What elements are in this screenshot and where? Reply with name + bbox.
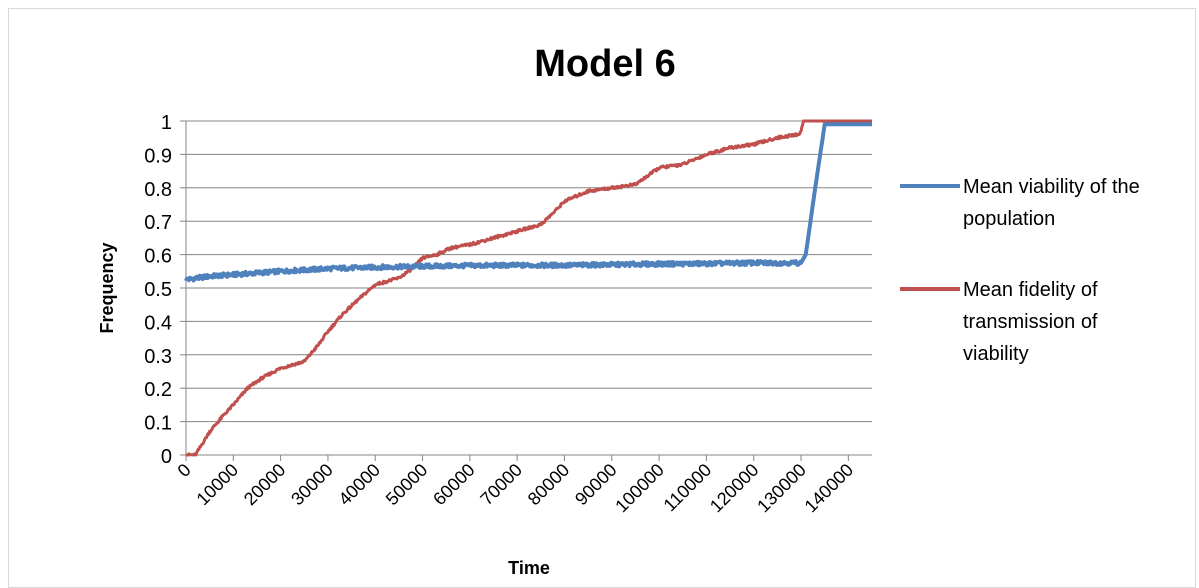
- x-tick-label: 30000: [287, 460, 337, 510]
- x-tick-label: 50000: [382, 460, 432, 510]
- legend-text-line: Mean fidelity of: [963, 279, 1098, 301]
- x-axis-label: Time: [508, 558, 550, 578]
- legend-text-line: Mean viability of the: [963, 176, 1140, 198]
- x-tick-label: 110000: [660, 460, 716, 516]
- y-tick-label: 0: [161, 446, 172, 468]
- axes: [180, 120, 872, 461]
- y-tick-label: 0.9: [144, 145, 172, 167]
- y-tick-label: 0.8: [144, 179, 172, 201]
- x-tick-label: 60000: [429, 460, 479, 510]
- legend-text-line: transmission of: [963, 311, 1098, 333]
- x-tick-label: 0: [174, 460, 195, 481]
- gridlines: [186, 120, 872, 456]
- x-tick-label: 140000: [801, 460, 858, 517]
- x-tick-label: 40000: [335, 460, 385, 510]
- series-line-viability: [184, 122, 874, 283]
- x-tick-label: 100000: [611, 460, 668, 517]
- legend-entry: Mean viability of the population: [963, 176, 1140, 230]
- y-tick-label: 0.6: [144, 246, 172, 268]
- x-tick-label: 120000: [706, 460, 763, 517]
- legend-entry: Mean fidelity of transmission of viability: [963, 279, 1098, 365]
- chart-title: Model 6: [534, 43, 675, 85]
- x-tick-label: 10000: [193, 460, 243, 510]
- series-line-fidelity: [185, 119, 873, 457]
- x-tick-label: 80000: [524, 460, 574, 510]
- y-tick-label: 1: [161, 112, 172, 134]
- x-tick-label: 20000: [240, 460, 290, 510]
- y-axis-label: Frequency: [97, 242, 117, 333]
- y-tick-label: 0.5: [144, 279, 172, 301]
- x-tick-label: 70000: [476, 460, 526, 510]
- x-tick-labels: 0100002000030000400005000060000700008000…: [174, 460, 858, 517]
- y-tick-label: 0.3: [144, 346, 172, 368]
- y-tick-label: 0.1: [144, 413, 172, 435]
- legend-text-line: viability: [963, 343, 1029, 365]
- y-tick-label: 0.7: [144, 212, 172, 234]
- y-tick-labels: 0 0.1 0.2 0.3 0.4 0.5 0.6 0.7 0.8 0.9 1: [144, 112, 172, 468]
- legend: Mean viability of the population Mean fide…: [900, 176, 1140, 365]
- legend-text-line: population: [963, 208, 1055, 230]
- y-tick-label: 0.4: [144, 312, 172, 334]
- x-tick-label: 130000: [753, 460, 810, 517]
- y-tick-label: 0.2: [144, 379, 172, 401]
- series-lines: [184, 119, 874, 457]
